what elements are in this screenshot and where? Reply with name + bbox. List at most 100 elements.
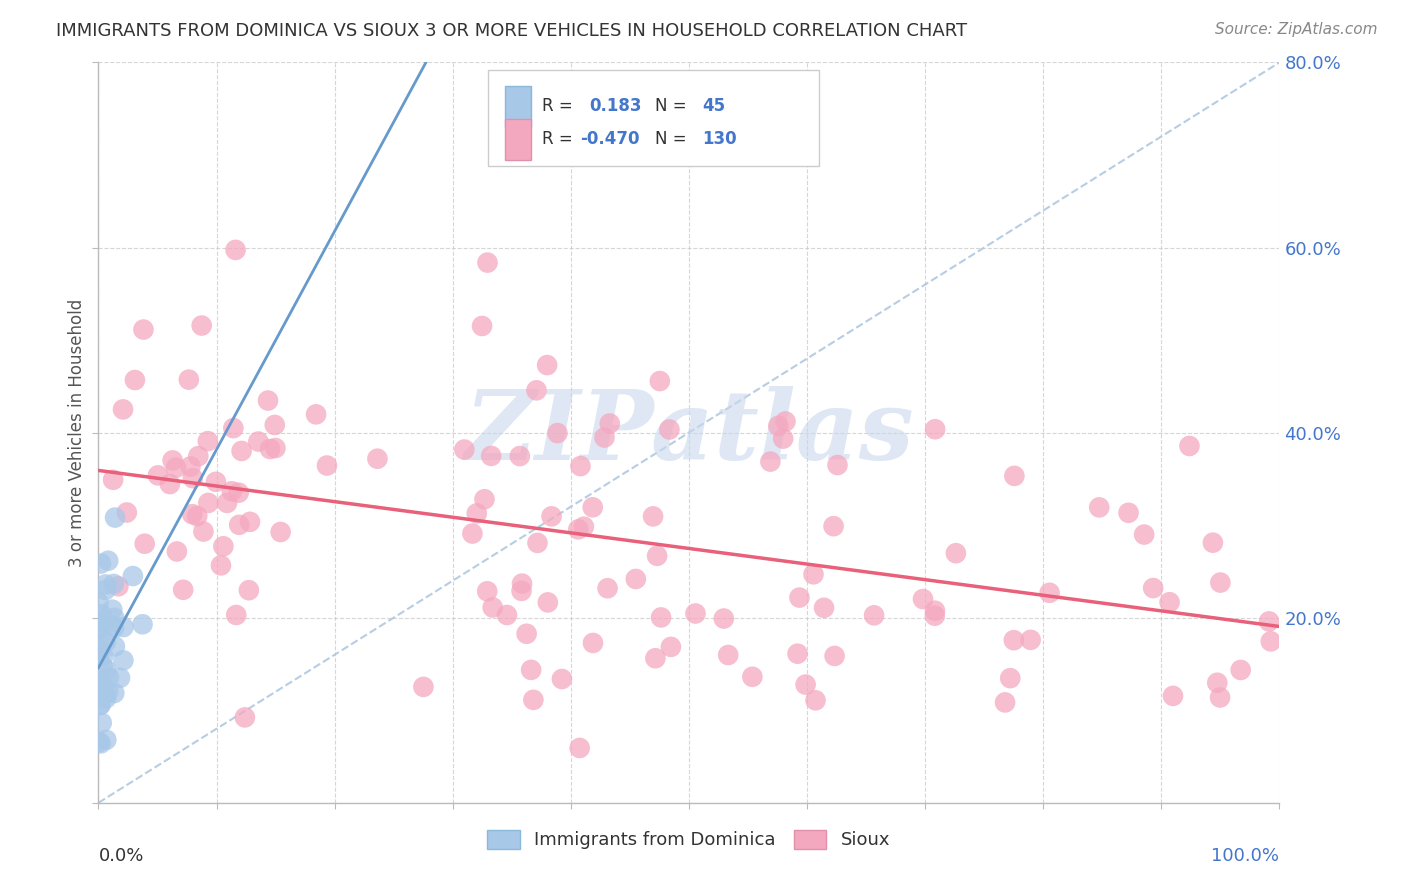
Bar [505, 119, 530, 160]
Point [551, 672, 574, 686]
Point [768, 419, 790, 434]
Point [717, 648, 740, 662]
Point [238, 583, 260, 598]
Point [522, 693, 544, 707]
Point [177, 373, 200, 387]
Point [228, 485, 250, 500]
Point [87, 735, 110, 749]
Point [316, 458, 339, 473]
Point [786, 647, 808, 661]
Y-axis label: 3 or more Vehicles in Household: 3 or more Vehicles in Household [67, 299, 86, 566]
Point [108, 671, 131, 685]
Point [1209, 575, 1232, 590]
Point [91, 660, 114, 674]
Point [97, 684, 120, 698]
Point [596, 581, 619, 595]
Point [222, 421, 245, 435]
Point [90, 557, 112, 571]
Point [1019, 632, 1042, 647]
Point [644, 651, 666, 665]
Point [1002, 469, 1025, 483]
Point [212, 539, 235, 553]
Point [181, 507, 204, 521]
Point [537, 595, 560, 609]
Point [759, 454, 782, 468]
Point [89, 683, 111, 698]
Point [247, 434, 270, 449]
Text: ZIPatlas: ZIPatlas [464, 385, 914, 480]
Point [90, 679, 112, 693]
Text: 130: 130 [702, 130, 737, 148]
Text: R =: R = [543, 130, 578, 148]
Point [477, 584, 499, 599]
Point [90, 736, 112, 750]
Point [264, 441, 287, 455]
Point [90, 607, 112, 622]
Point [1002, 633, 1025, 648]
Point [471, 318, 494, 333]
Point [94, 577, 117, 591]
Text: -0.470: -0.470 [581, 130, 640, 148]
Point [91, 649, 114, 664]
Point [813, 600, 835, 615]
Point [741, 670, 763, 684]
Point [474, 492, 496, 507]
Point [945, 546, 967, 560]
Point [103, 686, 125, 700]
Point [582, 636, 605, 650]
Point [103, 577, 125, 591]
Point [181, 471, 204, 485]
Point [599, 417, 621, 431]
Point [132, 322, 155, 336]
Point [97, 554, 120, 568]
Point [1178, 439, 1201, 453]
Point [131, 617, 153, 632]
Point [477, 255, 499, 269]
Point [100, 618, 122, 632]
Point [1260, 634, 1282, 648]
Point [510, 583, 533, 598]
Point [263, 417, 285, 432]
Point [1258, 615, 1281, 629]
Point [1000, 671, 1022, 685]
Point [713, 611, 735, 625]
Point [257, 393, 280, 408]
Point [823, 519, 845, 533]
Point [481, 600, 503, 615]
Point [93, 615, 115, 630]
Point [215, 496, 238, 510]
Point [90, 698, 112, 712]
Point [412, 680, 434, 694]
Point [89, 623, 111, 637]
Point [659, 640, 682, 654]
Point [90, 715, 112, 730]
Point [453, 442, 475, 457]
Point [509, 449, 531, 463]
Point [205, 475, 228, 489]
Point [259, 442, 281, 456]
Point [186, 509, 208, 524]
Point [924, 422, 946, 436]
Point [103, 621, 125, 635]
Point [624, 572, 647, 586]
Point [536, 358, 558, 372]
Point [366, 451, 388, 466]
Text: R =: R = [543, 97, 578, 115]
Point [179, 459, 201, 474]
Point [89, 698, 111, 712]
Point [510, 576, 533, 591]
Text: N =: N = [655, 130, 692, 148]
Point [89, 642, 111, 657]
Point [1133, 527, 1156, 541]
Point [641, 509, 664, 524]
Point [520, 663, 543, 677]
Point [804, 693, 827, 707]
Point [645, 549, 668, 563]
Point [827, 458, 849, 472]
Point [775, 414, 797, 428]
Point [1206, 675, 1229, 690]
Point [165, 460, 187, 475]
Point [197, 434, 219, 449]
Point [112, 402, 135, 417]
Point [526, 536, 548, 550]
